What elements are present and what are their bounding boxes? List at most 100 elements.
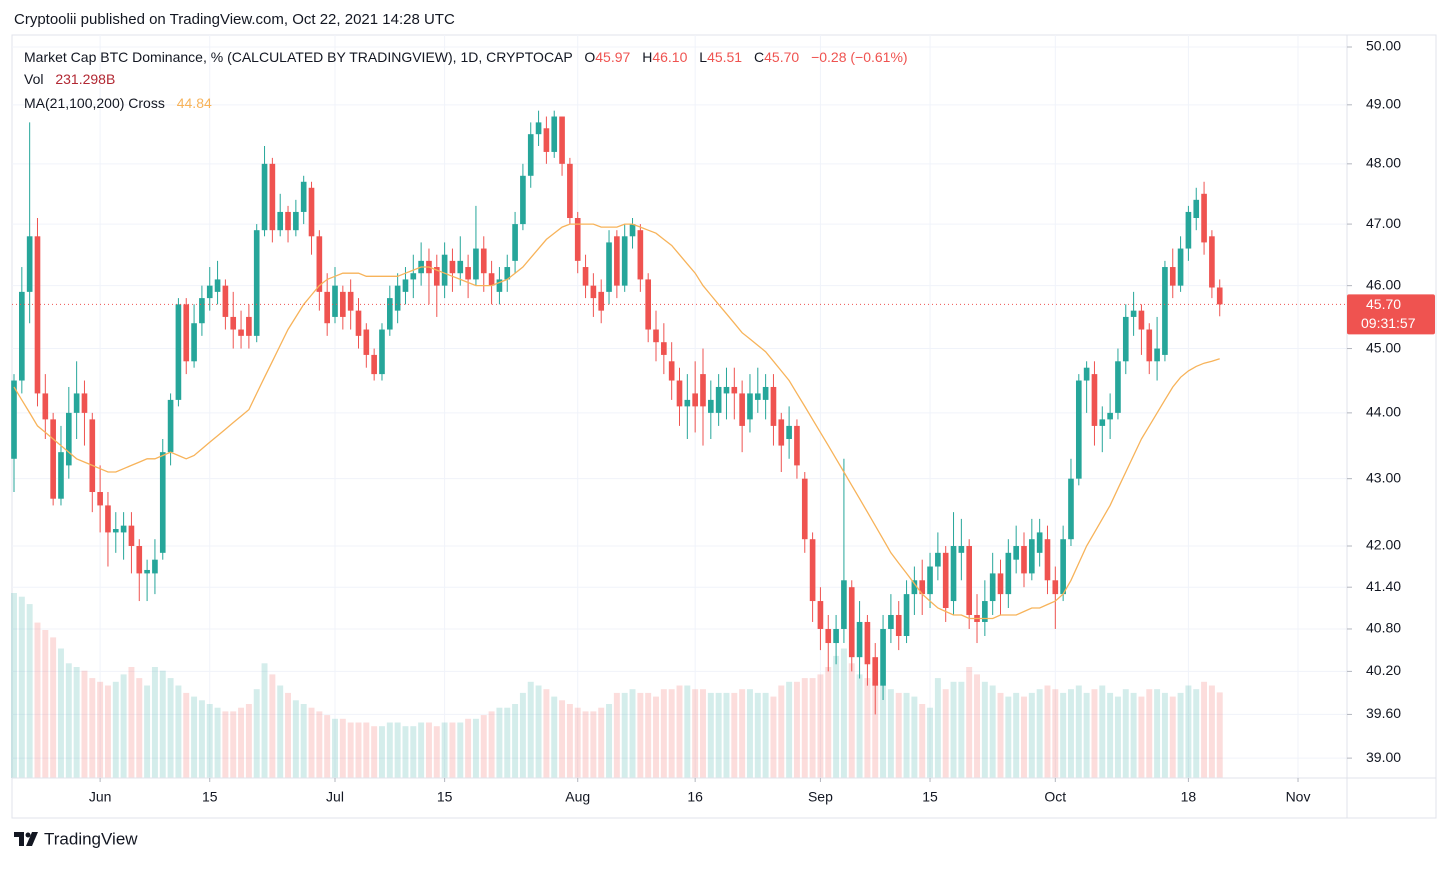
volume-bar — [887, 689, 894, 778]
candle-body — [1162, 267, 1168, 355]
volume-bar — [793, 681, 800, 778]
volume-bar — [934, 678, 941, 778]
volume-bar — [692, 689, 699, 778]
candle-body — [551, 116, 558, 152]
candle-body — [801, 478, 808, 540]
candle-body — [1091, 374, 1098, 426]
candle-body — [269, 163, 276, 231]
candle-layer — [11, 110, 1223, 715]
candle-body — [942, 552, 949, 609]
candle-body — [888, 614, 894, 629]
volume-bar — [1161, 692, 1168, 778]
volume-bar — [496, 707, 503, 778]
candle-body — [966, 546, 973, 615]
candle-body — [230, 316, 237, 330]
x-tick-label: Aug — [565, 789, 590, 805]
price-tag-countdown: 09:31:57 — [1361, 315, 1416, 331]
candle-body — [433, 267, 440, 286]
volume-name: Vol — [24, 71, 43, 87]
candle-body — [1115, 361, 1121, 413]
candle-body — [747, 393, 753, 420]
candle-body — [1052, 580, 1059, 595]
volume-bar — [817, 674, 824, 778]
volume-bar — [285, 692, 292, 778]
volume-bar — [911, 696, 918, 778]
candle-body — [989, 573, 996, 602]
volume-bar — [1169, 696, 1176, 778]
candle-body — [26, 236, 33, 292]
candle-body — [1083, 367, 1090, 381]
candle-body — [34, 236, 41, 394]
volume-bar — [89, 678, 96, 778]
candle-body — [363, 329, 370, 355]
candle-body — [856, 621, 863, 658]
candle-body — [778, 419, 785, 446]
candle-body — [371, 354, 377, 375]
volume-bar — [512, 704, 519, 778]
candle-body — [42, 393, 49, 420]
volume-bar — [880, 685, 887, 778]
ohlc-prefix: L — [699, 49, 707, 65]
candle-body — [614, 236, 620, 286]
volume-bar — [574, 707, 581, 778]
candle-body — [864, 621, 871, 665]
volume-bar — [950, 681, 957, 778]
volume-bar — [26, 604, 33, 778]
price-tag — [1347, 294, 1435, 335]
candle-body — [449, 260, 456, 274]
volume-bar — [1177, 692, 1184, 778]
candle-body — [574, 218, 581, 261]
volume-bar — [997, 692, 1004, 778]
candle-body — [715, 386, 722, 413]
candle-body — [700, 374, 706, 407]
candle-body — [848, 587, 855, 658]
volume-bar — [1052, 689, 1059, 778]
candle-body — [324, 291, 330, 324]
legend-ma: MA(21,100,200) Cross 44.84 — [24, 95, 212, 111]
candle-body — [340, 291, 346, 317]
candle-body — [65, 412, 72, 466]
volume-bar — [128, 667, 135, 778]
volume-bar — [1060, 692, 1067, 778]
volume-bar — [519, 692, 526, 778]
candle-body — [739, 393, 745, 426]
volume-bar — [410, 726, 417, 778]
volume-bar — [261, 663, 268, 778]
volume-bar — [198, 700, 205, 778]
candle-body — [410, 273, 417, 280]
volume-bar — [895, 692, 902, 778]
candle-body — [128, 525, 135, 547]
x-tick-label: 15 — [922, 789, 938, 805]
candle-body — [183, 304, 190, 362]
candle-body — [105, 505, 111, 533]
volume-bar — [50, 637, 57, 778]
volume-bar — [167, 678, 174, 778]
volume-bar — [136, 678, 143, 778]
ohlc-prefix: H — [642, 49, 652, 65]
y-tick-label: 39.60 — [1366, 705, 1401, 721]
volume-bar — [590, 711, 597, 778]
volume-bar — [559, 700, 566, 778]
volume-bar — [754, 692, 761, 778]
candle-body — [911, 580, 918, 595]
candle-body — [144, 569, 150, 574]
volume-value: 231.298B — [55, 71, 115, 87]
volume-bar — [903, 692, 910, 778]
candle-body — [89, 419, 96, 493]
volume-bar — [363, 722, 370, 778]
volume-bar — [1021, 696, 1027, 778]
volume-bar — [786, 681, 793, 778]
volume-bar — [1099, 685, 1106, 778]
candle-body — [1193, 199, 1200, 219]
volume-bar — [966, 667, 973, 778]
y-tick-label: 40.20 — [1366, 662, 1401, 678]
candle-body — [1130, 310, 1137, 317]
candle-body — [136, 546, 143, 574]
ohlc-value: 46.10 — [652, 49, 687, 65]
candle-body — [473, 248, 479, 280]
volume-bar — [488, 711, 495, 778]
candle-body — [1107, 412, 1113, 420]
volume-bar — [1185, 685, 1192, 778]
candle-body — [997, 573, 1004, 595]
